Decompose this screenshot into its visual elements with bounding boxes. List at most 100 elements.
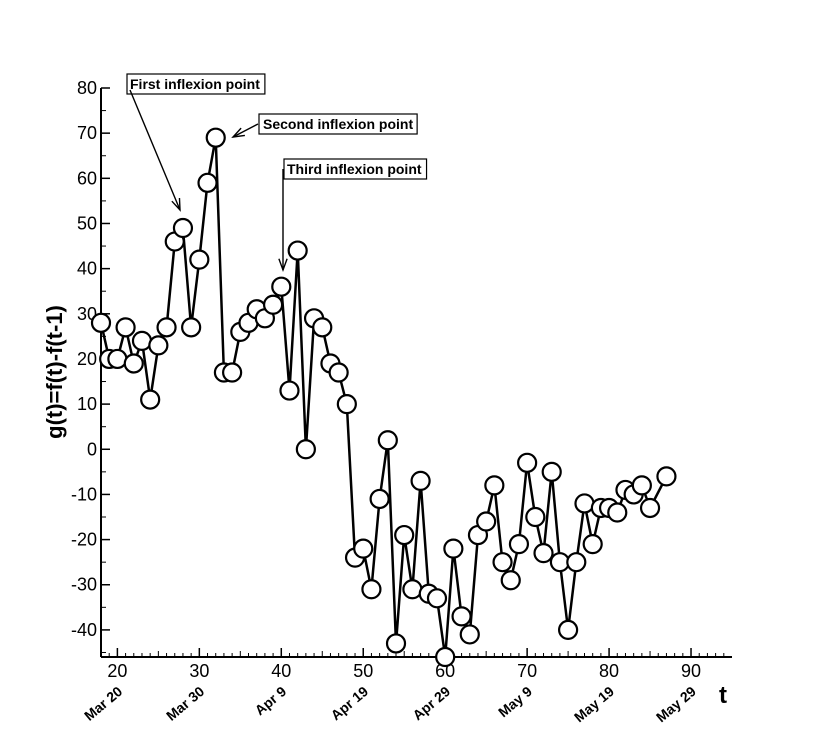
y-axis-label: g(t)=f(t)-f(t-1) [42,305,67,439]
data-point [287,240,308,261]
data-point [328,362,349,383]
data-point [476,511,497,532]
annotation-arrowhead [278,258,288,273]
data-point [377,430,398,451]
annotation-box [126,73,266,95]
data-point [197,172,218,193]
data-point [156,317,177,338]
data-point [574,493,595,514]
x-tick-label: 80 [599,661,619,681]
data-point [172,217,194,239]
y-tick-label: 80 [77,78,97,98]
data-point [394,524,415,546]
annotation: Second inflexion point [231,113,418,138]
x-axis-label: t [719,682,727,709]
data-point [582,534,603,555]
date-tick-label: May 9 [495,683,535,720]
annotations: First inflexion point Second inflexion po… [126,73,428,273]
data-point [123,353,144,374]
y-tick-label: 10 [77,394,97,414]
annotation: First inflexion point [126,73,266,212]
x-tick-label: 70 [517,661,537,681]
date-tick-label: Apr 9 [252,683,290,718]
y-tick-label: -20 [71,530,97,550]
x-tick-label: 90 [681,661,701,681]
data-point [312,317,333,338]
y-tick-label: -40 [71,620,97,640]
data-point [148,335,169,356]
data-point [426,588,448,609]
annotation-text: First inflexion point [130,76,260,92]
data-point [361,579,382,600]
data-point [484,475,505,496]
y-tick-label: 0 [87,439,97,459]
data-point [451,606,472,627]
data-point [541,461,562,482]
series-line [99,136,668,659]
date-tick-label: Mar 20 [81,683,125,724]
annotation-box [258,113,418,135]
data-point [107,348,128,370]
data-point [656,466,677,487]
data-point [533,543,554,564]
data-point [639,497,661,519]
x-tick-label: 60 [435,661,455,681]
x-tick-label: 30 [189,661,209,681]
data-point [443,538,464,559]
data-point [369,488,390,510]
data-point [558,619,579,641]
data-point [336,394,357,415]
data-point [385,633,407,654]
data-point [262,294,284,315]
annotation-text: Second inflexion point [263,116,413,132]
y-tick-label: 40 [77,259,97,279]
data-point [181,317,202,338]
data-point [222,362,243,383]
data-point [353,538,374,559]
date-tick-label: Apr 29 [409,683,453,723]
data-point [271,276,292,297]
data-point [566,552,587,573]
x-tick-label: 20 [107,661,127,681]
annotation-arrow [232,123,259,138]
y-tick-label: 20 [77,349,97,369]
data-point [500,570,521,591]
date-tick-label: May 19 [571,683,617,725]
date-tick-label: Apr 19 [327,683,371,723]
date-tick-label: May 29 [653,683,699,725]
data-point [295,439,316,460]
x-tick-label: 50 [353,661,373,681]
data-point [115,317,136,338]
annotation: Third inflexion point [278,158,428,273]
data-markers [90,127,677,668]
y-tick-label: 70 [77,123,97,143]
data-point [131,330,153,351]
data-point [607,502,628,523]
data-point [205,127,226,148]
data-point [140,389,161,410]
annotation-arrowhead [231,127,245,138]
series-polyline [99,136,668,659]
y-tick-label: -30 [71,575,97,595]
data-point [517,452,538,473]
data-point [631,475,652,496]
annotation-arrowhead [171,197,181,212]
data-point [459,624,480,645]
annotation-text: Third inflexion point [287,161,422,177]
data-point [90,312,112,333]
annotation-arrow [129,89,181,211]
data-point [435,646,456,668]
data-point [402,579,423,600]
annotation-box [283,158,428,180]
y-tick-label: 60 [77,168,97,188]
data-point [410,470,431,491]
data-point [508,534,530,555]
data-point [279,380,300,401]
data-point [492,552,513,573]
x-tick-label: 40 [271,661,291,681]
y-tick-label: 50 [77,213,97,233]
y-tick-label: -10 [71,484,97,504]
data-point [525,506,546,528]
date-tick-label: Mar 30 [163,683,207,724]
